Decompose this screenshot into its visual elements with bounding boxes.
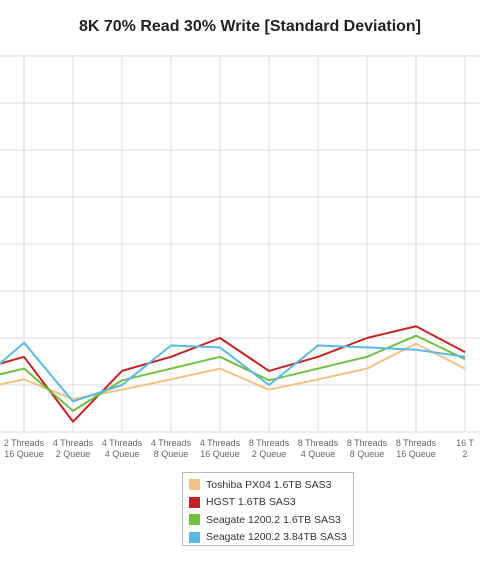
- x-tick-label: 4 Threads: [151, 438, 192, 448]
- x-tick-label: 8 Queue: [154, 449, 189, 459]
- x-tick-label: 16 Queue: [396, 449, 436, 459]
- x-tick-label: 4 Queue: [105, 449, 140, 459]
- x-tick-label: 2 Queue: [252, 449, 287, 459]
- x-tick-label: 8 Threads: [298, 438, 339, 448]
- x-tick-label: 2: [462, 449, 467, 459]
- legend-swatch: [189, 531, 200, 543]
- legend-swatch: [189, 479, 200, 491]
- x-tick-label: 4 Threads: [200, 438, 241, 448]
- legend-label: Toshiba PX04 1.6TB SAS3: [206, 478, 332, 491]
- chart-title: 8K 70% Read 30% Write [Standard Deviatio…: [78, 18, 422, 35]
- x-tick-label: 8 Threads: [347, 438, 388, 448]
- legend-swatch: [189, 514, 200, 526]
- legend-item: Toshiba PX04 1.6TB SAS3: [189, 476, 353, 494]
- x-tick-label: 16 Queue: [200, 449, 240, 459]
- x-tick-label: 2 Queue: [56, 449, 91, 459]
- x-tick-label: 4 Threads: [53, 438, 94, 448]
- series-line-2: [0, 325, 466, 423]
- legend-label: Seagate 1200.2 3.84TB SAS3: [206, 531, 347, 544]
- legend-label: Seagate 1200.2 1.6TB SAS3: [206, 513, 341, 526]
- x-tick-label: 16 Queue: [4, 449, 44, 459]
- legend-item: Seagate 1200.2 3.84TB SAS3: [189, 529, 353, 547]
- series-line-3: [0, 334, 466, 412]
- x-tick-label: 4 Queue: [301, 449, 336, 459]
- legend-item: Seagate 1200.2 1.6TB SAS3: [189, 511, 353, 529]
- x-tick-label: 8 Threads: [396, 438, 437, 448]
- legend-item: HGST 1.6TB SAS3: [189, 494, 353, 512]
- legend-swatch: [189, 496, 200, 508]
- series-line-1: [0, 342, 466, 401]
- x-tick-label: 4 Threads: [102, 438, 143, 448]
- x-tick-label: 8 Threads: [249, 438, 290, 448]
- x-tick-label: 8 Queue: [350, 449, 385, 459]
- x-tick-label: 16 T: [456, 438, 474, 448]
- legend: Toshiba PX04 1.6TB SAS3 HGST 1.6TB SAS3 Se…: [182, 472, 354, 546]
- series-line-4: [0, 341, 466, 403]
- legend-label: HGST 1.6TB SAS3: [206, 496, 296, 509]
- x-tick-label: 2 Threads: [4, 438, 45, 448]
